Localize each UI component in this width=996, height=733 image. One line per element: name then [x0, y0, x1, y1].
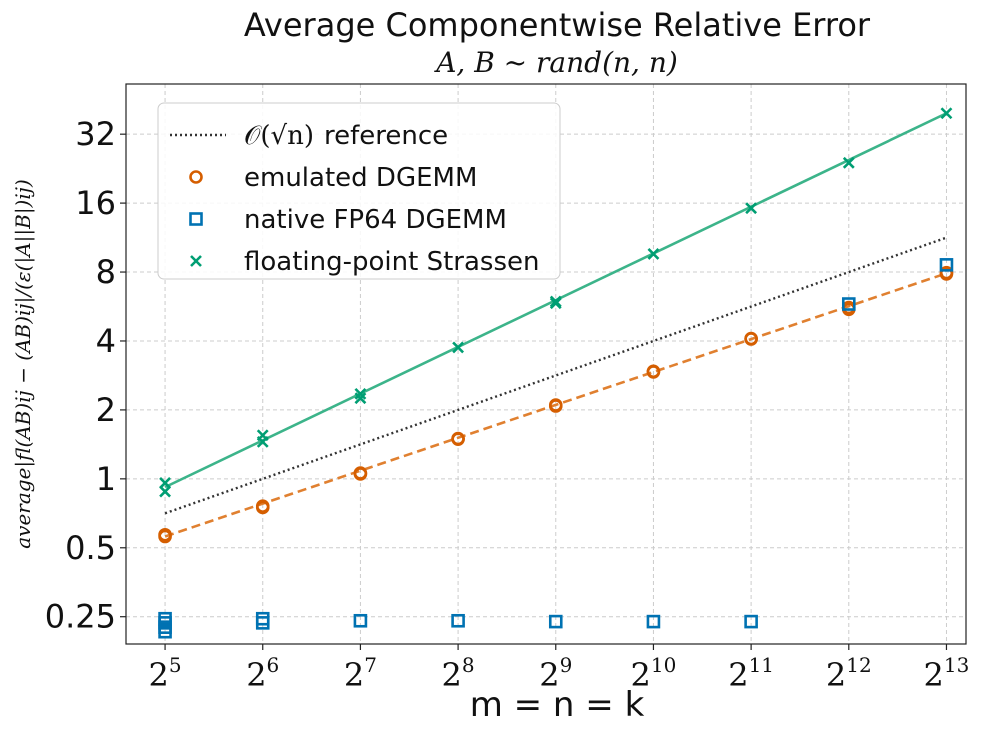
- y-axis-label: average|fl(AB)ij − (AB)ij|/(ε(|A||B|)ij): [11, 179, 36, 549]
- data-point: [745, 202, 758, 215]
- x-tick-base: 2: [442, 656, 462, 694]
- data-point: [158, 529, 172, 544]
- legend-text: reference: [324, 121, 448, 151]
- x-tick-exponent: 13: [944, 653, 969, 677]
- x-tick-exponent: 6: [267, 653, 280, 677]
- data-point: [158, 624, 172, 639]
- x-tick-exponent: 10: [651, 653, 676, 677]
- legend-marker: [190, 255, 202, 267]
- legend-marker: [189, 212, 203, 226]
- x-tick-base: 2: [924, 656, 944, 694]
- data-point: [353, 467, 368, 481]
- data-point: [744, 614, 758, 629]
- legend-label: native FP64 DGEMM: [244, 205, 507, 235]
- y-axis-ticks: 0.25 0.5 1 2 4 8 16 32: [45, 115, 126, 636]
- y-tick-label: 1: [96, 460, 116, 498]
- data-point: [353, 613, 368, 628]
- data-point: [841, 297, 856, 311]
- data-point: [451, 432, 465, 446]
- y-tick-label: 0.5: [65, 529, 116, 567]
- data-point: [255, 616, 270, 630]
- data-point: [939, 258, 954, 272]
- data-point: [354, 392, 367, 405]
- legend-label: floating-point Strassen: [244, 247, 539, 277]
- data-point: [647, 247, 660, 260]
- data-markers: [158, 107, 954, 639]
- x-tick-label: 25: [149, 653, 182, 694]
- x-tick-label: 211: [728, 653, 774, 694]
- chart-title: Average Componentwise Relative Error: [244, 6, 871, 44]
- data-point: [939, 267, 954, 281]
- x-tick-label: 28: [442, 653, 475, 694]
- legend: 𝒪(√n) reference emulated DGEMM native FP64 …: [157, 102, 561, 280]
- data-point: [646, 365, 661, 379]
- x-tick-exponent: 9: [560, 653, 573, 677]
- x-axis-label: m = n = k: [470, 685, 645, 725]
- x-tick-label: 29: [539, 653, 572, 694]
- x-tick-label: 26: [246, 653, 279, 694]
- x-tick-exponent: 5: [169, 653, 182, 677]
- chart-subtitle: A, B ~ rand(n, n): [433, 46, 678, 79]
- x-tick-exponent: 7: [364, 653, 377, 677]
- y-tick-label: 4: [96, 322, 116, 360]
- data-point: [940, 107, 953, 120]
- data-point: [548, 614, 563, 629]
- data-point: [354, 387, 367, 400]
- data-point: [548, 399, 563, 413]
- x-tick-label: 27: [344, 653, 377, 694]
- x-tick-exponent: 12: [846, 653, 871, 677]
- data-point: [646, 614, 661, 629]
- x-tick-label: 213: [924, 653, 970, 694]
- legend-label: emulated DGEMM: [244, 163, 477, 193]
- x-tick-base: 2: [246, 656, 266, 694]
- y-tick-label: 0.25: [45, 598, 116, 636]
- legend-box: [157, 102, 561, 280]
- fit-line: [164, 272, 947, 538]
- y-tick-label: 32: [75, 115, 116, 153]
- data-point: [842, 156, 855, 169]
- x-tick-label: 210: [631, 653, 677, 694]
- data-point: [549, 297, 562, 310]
- x-tick-base: 2: [631, 656, 651, 694]
- x-tick-label: 212: [826, 653, 872, 694]
- y-tick-label: 16: [75, 184, 116, 222]
- x-tick-base: 2: [826, 656, 846, 694]
- legend-marker: [189, 170, 203, 184]
- data-point: [256, 435, 269, 448]
- x-tick-exponent: 11: [749, 653, 774, 677]
- legend-label-reference: 𝒪(√n) reference: [244, 121, 448, 151]
- x-tick-base: 2: [149, 656, 169, 694]
- x-axis-ticks: 25 26 27 28 29 210 211 212 213: [149, 644, 970, 694]
- data-point: [255, 499, 270, 513]
- x-tick-base: 2: [728, 656, 748, 694]
- data-point: [452, 341, 465, 354]
- plot-area: [125, 83, 967, 645]
- legend-math: 𝒪(√n): [244, 121, 314, 151]
- y-tick-label: 2: [96, 391, 116, 429]
- x-tick-exponent: 8: [462, 653, 475, 677]
- data-point: [159, 485, 171, 498]
- x-tick-base: 2: [344, 656, 364, 694]
- reference-line: [164, 236, 947, 515]
- data-point: [744, 332, 758, 346]
- y-tick-label: 8: [96, 253, 116, 291]
- data-point: [451, 613, 465, 628]
- x-tick-base: 2: [539, 656, 559, 694]
- data-point: [159, 476, 171, 489]
